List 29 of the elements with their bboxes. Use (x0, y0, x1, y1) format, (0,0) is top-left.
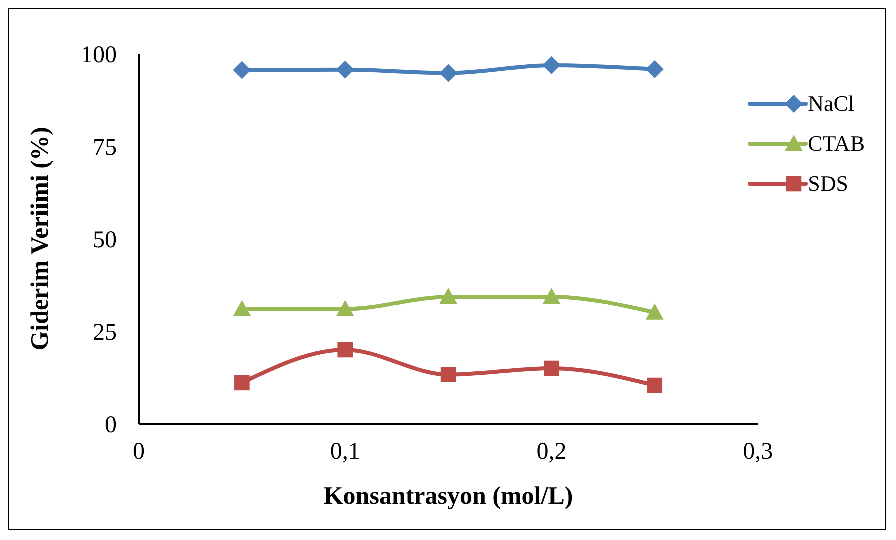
legend-label: SDS (808, 171, 848, 197)
point (440, 367, 456, 382)
point (440, 288, 458, 304)
point (647, 378, 663, 394)
point (440, 64, 458, 82)
y-axis-title: Giderim Veriimi (%) (26, 127, 54, 351)
y-tick-label: 25 (93, 320, 117, 346)
point (336, 60, 354, 79)
point (233, 61, 252, 80)
y-tick-label: 100 (81, 42, 117, 69)
point (338, 342, 354, 358)
x-tick-label: 0,2 (536, 439, 567, 466)
point (542, 56, 561, 74)
legend-label: CTAB (808, 131, 865, 157)
point (646, 60, 664, 79)
x-tick-label: 0,3 (743, 439, 774, 466)
point (646, 304, 664, 320)
y-tick-label: 75 (93, 135, 117, 162)
point (233, 300, 252, 316)
point (542, 288, 561, 304)
x-tick-label: 0,1 (330, 439, 360, 466)
legend-label: NaCl (808, 91, 855, 117)
point (336, 300, 354, 316)
y-tick-label: 50 (93, 228, 117, 254)
x-tick-label: 0 (133, 439, 145, 466)
point (234, 375, 250, 391)
x-axis-title: Konsantrasyon (mol/L) (324, 483, 574, 510)
y-tick-label: 0 (105, 412, 117, 439)
point (544, 360, 560, 376)
